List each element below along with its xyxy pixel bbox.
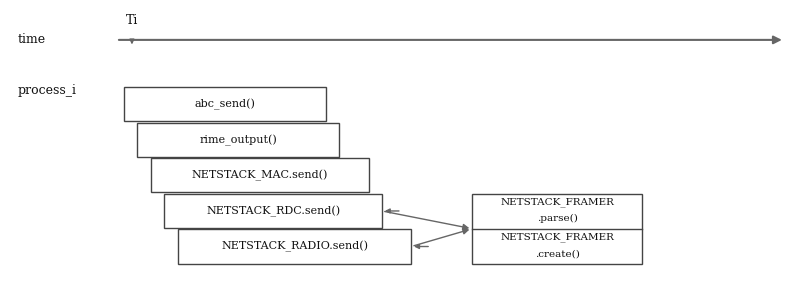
Bar [137, 123, 339, 157]
Bar [151, 158, 368, 193]
Bar [164, 194, 382, 228]
Text: NETSTACK_RDC.send(): NETSTACK_RDC.send() [206, 205, 341, 216]
Text: .parse(): .parse() [537, 214, 578, 223]
Bar [178, 229, 411, 263]
Text: Ti: Ti [125, 13, 138, 27]
Bar [124, 87, 326, 121]
Text: NETSTACK_MAC.send(): NETSTACK_MAC.send() [191, 170, 328, 181]
Text: process_i: process_i [17, 84, 76, 97]
Bar [472, 194, 642, 263]
Text: .create(): .create() [535, 249, 580, 258]
Text: NETSTACK_FRAMER: NETSTACK_FRAMER [500, 232, 615, 242]
Text: time: time [17, 33, 45, 46]
Text: NETSTACK_RADIO.send(): NETSTACK_RADIO.send() [221, 241, 368, 252]
Text: rime_output(): rime_output() [199, 134, 277, 146]
Text: NETSTACK_FRAMER: NETSTACK_FRAMER [500, 198, 615, 207]
Text: abc_send(): abc_send() [195, 99, 256, 110]
